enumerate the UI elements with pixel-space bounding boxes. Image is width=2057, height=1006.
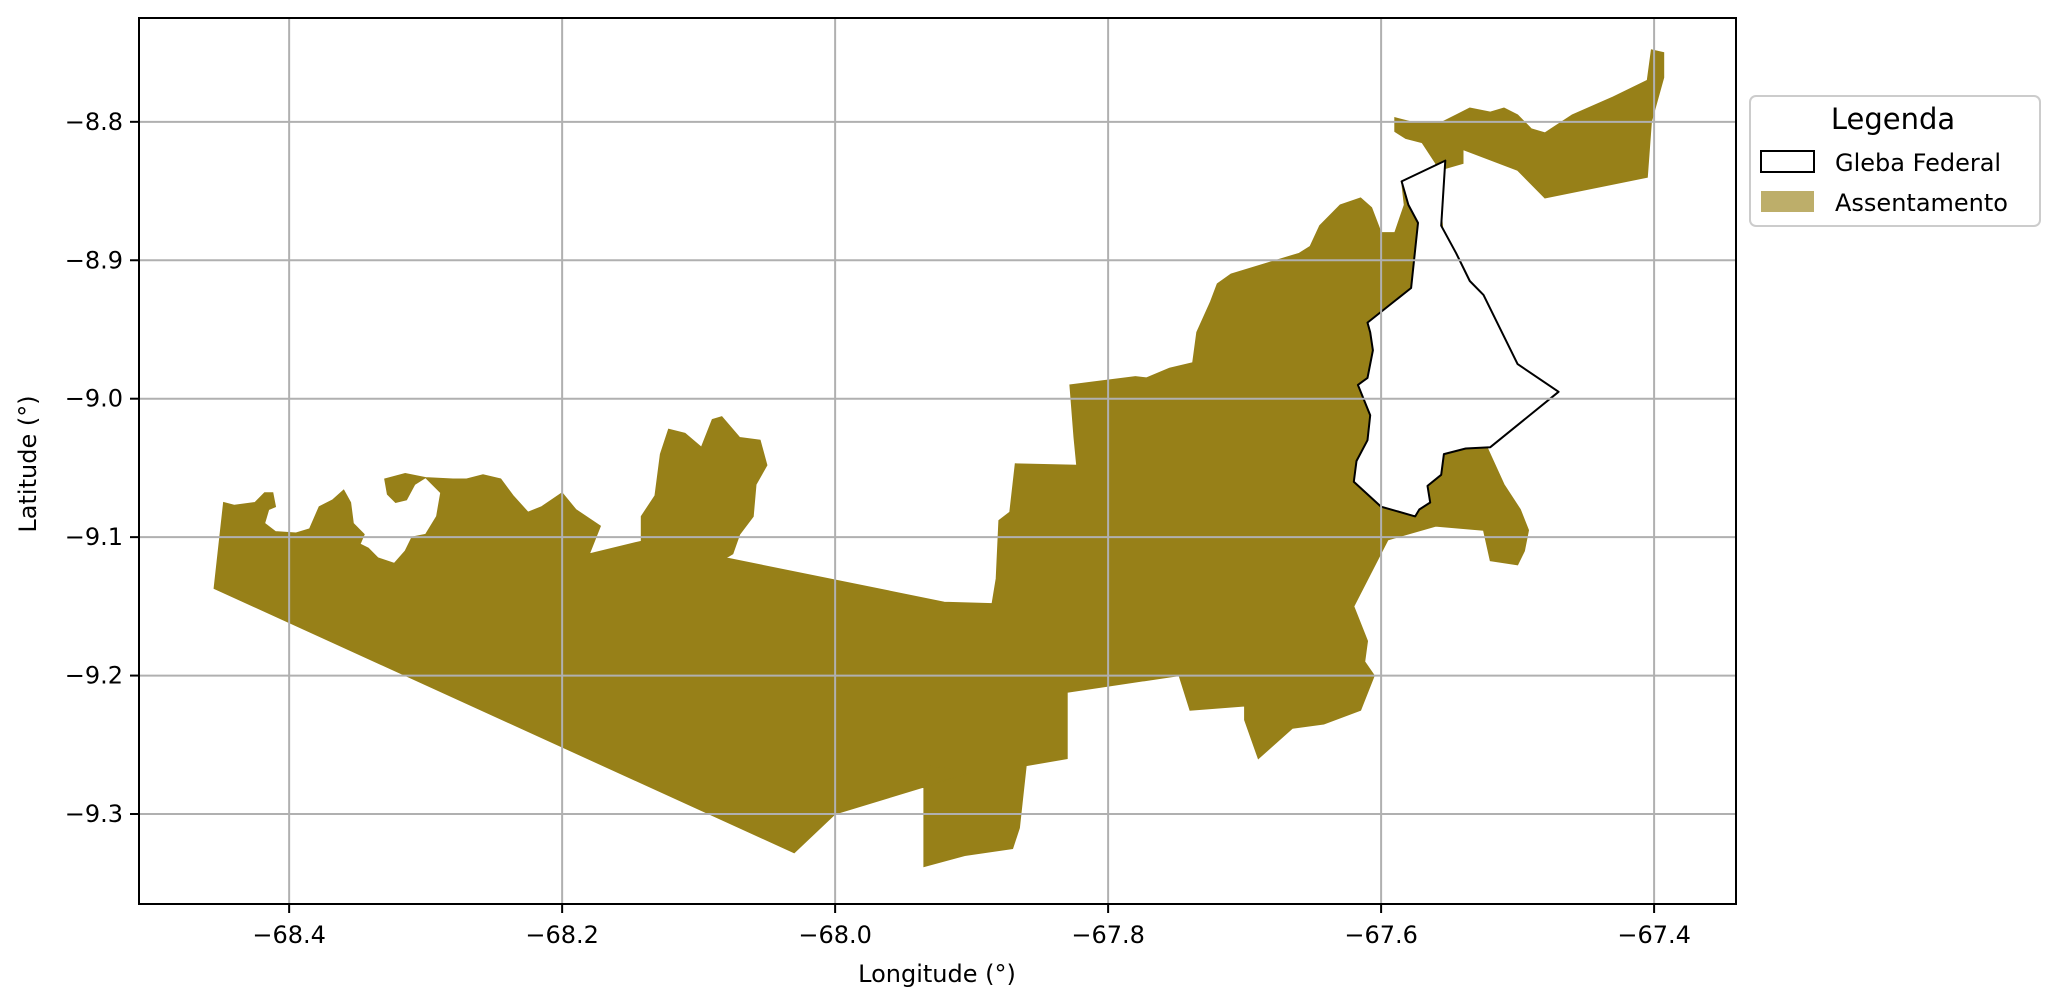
- y-tick-label: −9.2: [65, 662, 123, 690]
- x-tick-label: −68.2: [525, 921, 599, 949]
- y-axis-title: Latitude (°): [14, 395, 42, 532]
- x-tick-label: −68.0: [798, 921, 872, 949]
- gleba-federal-swatch: [1760, 150, 1815, 173]
- y-tick-label: −9.1: [65, 523, 123, 551]
- gleba-federal-polygon-1: [1352, 159, 1560, 518]
- assentamento-polygon-2: [1394, 49, 1665, 227]
- plot-area: [138, 17, 1737, 905]
- legend-label-gleba-federal: Gleba Federal: [1835, 149, 2001, 177]
- x-tick-label: −67.8: [1071, 921, 1145, 949]
- y-tick-label: −9.0: [65, 385, 123, 413]
- legend-frame: [1749, 95, 2041, 227]
- legend: Legenda Gleba Federal Assentamento: [1749, 95, 2041, 227]
- grid-lines: [139, 18, 1736, 904]
- x-axis: −68.4 −68.2 −68.0 −67.8 −67.6 −67.4: [252, 904, 1691, 949]
- plot-frame: [138, 17, 1737, 905]
- x-tick-label: −67.4: [1617, 921, 1691, 949]
- y-axis: −8.8 −8.9 −9.0 −9.1 −9.2 −9.3: [65, 108, 139, 828]
- y-tick-label: −8.9: [65, 246, 123, 274]
- legend-title: Legenda: [1831, 102, 1955, 136]
- y-tick-label: −8.8: [65, 108, 123, 136]
- map-layers: [213, 49, 1665, 868]
- assentamento-swatch: [1761, 191, 1814, 212]
- legend-label-assentamento: Assentamento: [1835, 189, 2008, 217]
- assentamento-polygon-1: [213, 180, 1530, 868]
- y-tick-label: −9.3: [65, 800, 123, 828]
- x-tick-label: −68.4: [252, 921, 326, 949]
- x-axis-title: Longitude (°): [858, 960, 1016, 988]
- x-tick-label: −67.6: [1344, 921, 1418, 949]
